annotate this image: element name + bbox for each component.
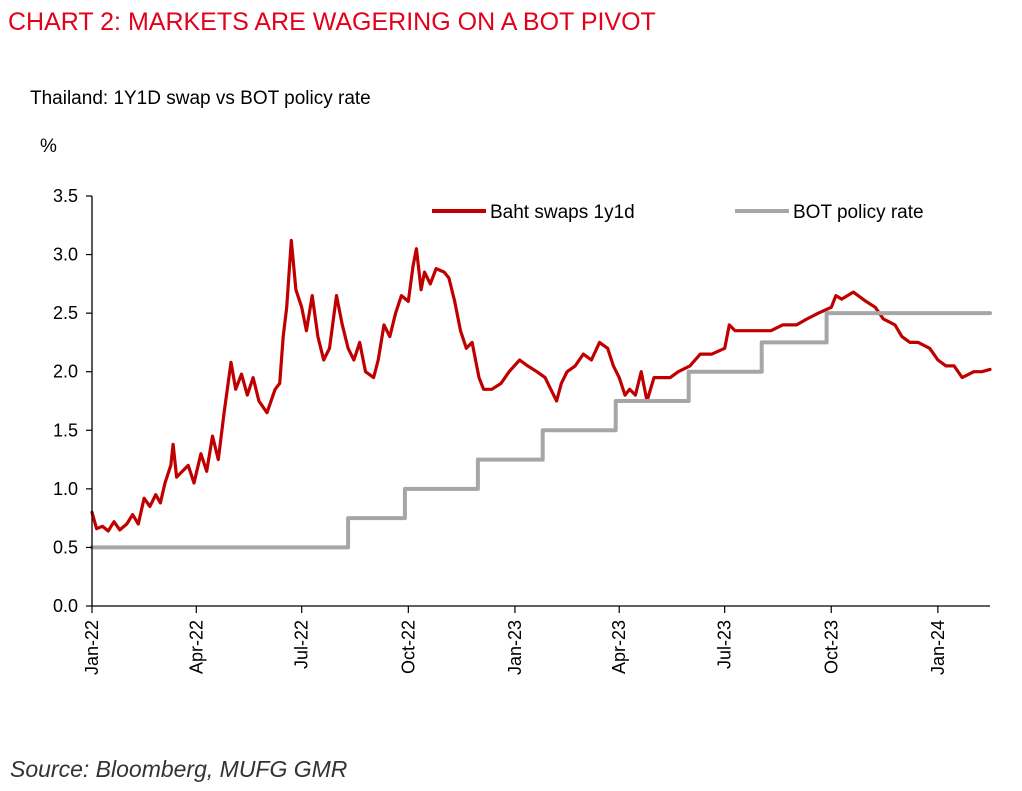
x-tick-label: Jan-23 — [505, 620, 525, 675]
y-tick-label: 1.0 — [53, 479, 78, 499]
y-axis-unit: % — [40, 136, 57, 157]
chart-subtitle: Thailand: 1Y1D swap vs BOT policy rate — [30, 88, 371, 109]
y-tick-label: 1.5 — [53, 420, 78, 440]
x-tick-label: Apr-22 — [186, 620, 206, 674]
x-tick-label: Jul-22 — [292, 620, 312, 669]
y-tick-label: 2.5 — [53, 303, 78, 323]
series-line-baht-swaps — [90, 238, 992, 533]
x-tick-label: Jan-24 — [928, 620, 948, 675]
x-tick-label: Jan-22 — [82, 620, 102, 675]
source-note: Source: Bloomberg, MUFG GMR — [10, 756, 348, 782]
x-tick-label: Oct-22 — [398, 620, 418, 674]
y-tick-label: 3.0 — [53, 245, 78, 265]
x-tick-label: Apr-23 — [609, 620, 629, 674]
y-tick-label: 0.0 — [53, 596, 78, 616]
series-line-bot-policy-rate — [90, 311, 992, 550]
x-tick-label: Jul-23 — [715, 620, 735, 669]
legend-label: BOT policy rate — [793, 202, 924, 223]
x-tick-label: Oct-23 — [821, 620, 841, 674]
y-tick-label: 3.5 — [53, 186, 78, 206]
legend-label: Baht swaps 1y1d — [490, 202, 635, 223]
y-tick-label: 2.0 — [53, 362, 78, 382]
chart-legend: Baht swaps 1y1d BOT policy rate — [432, 202, 924, 223]
chart-title: CHART 2: MARKETS ARE WAGERING ON A BOT P… — [8, 8, 656, 36]
y-tick-label: 0.5 — [53, 537, 78, 557]
